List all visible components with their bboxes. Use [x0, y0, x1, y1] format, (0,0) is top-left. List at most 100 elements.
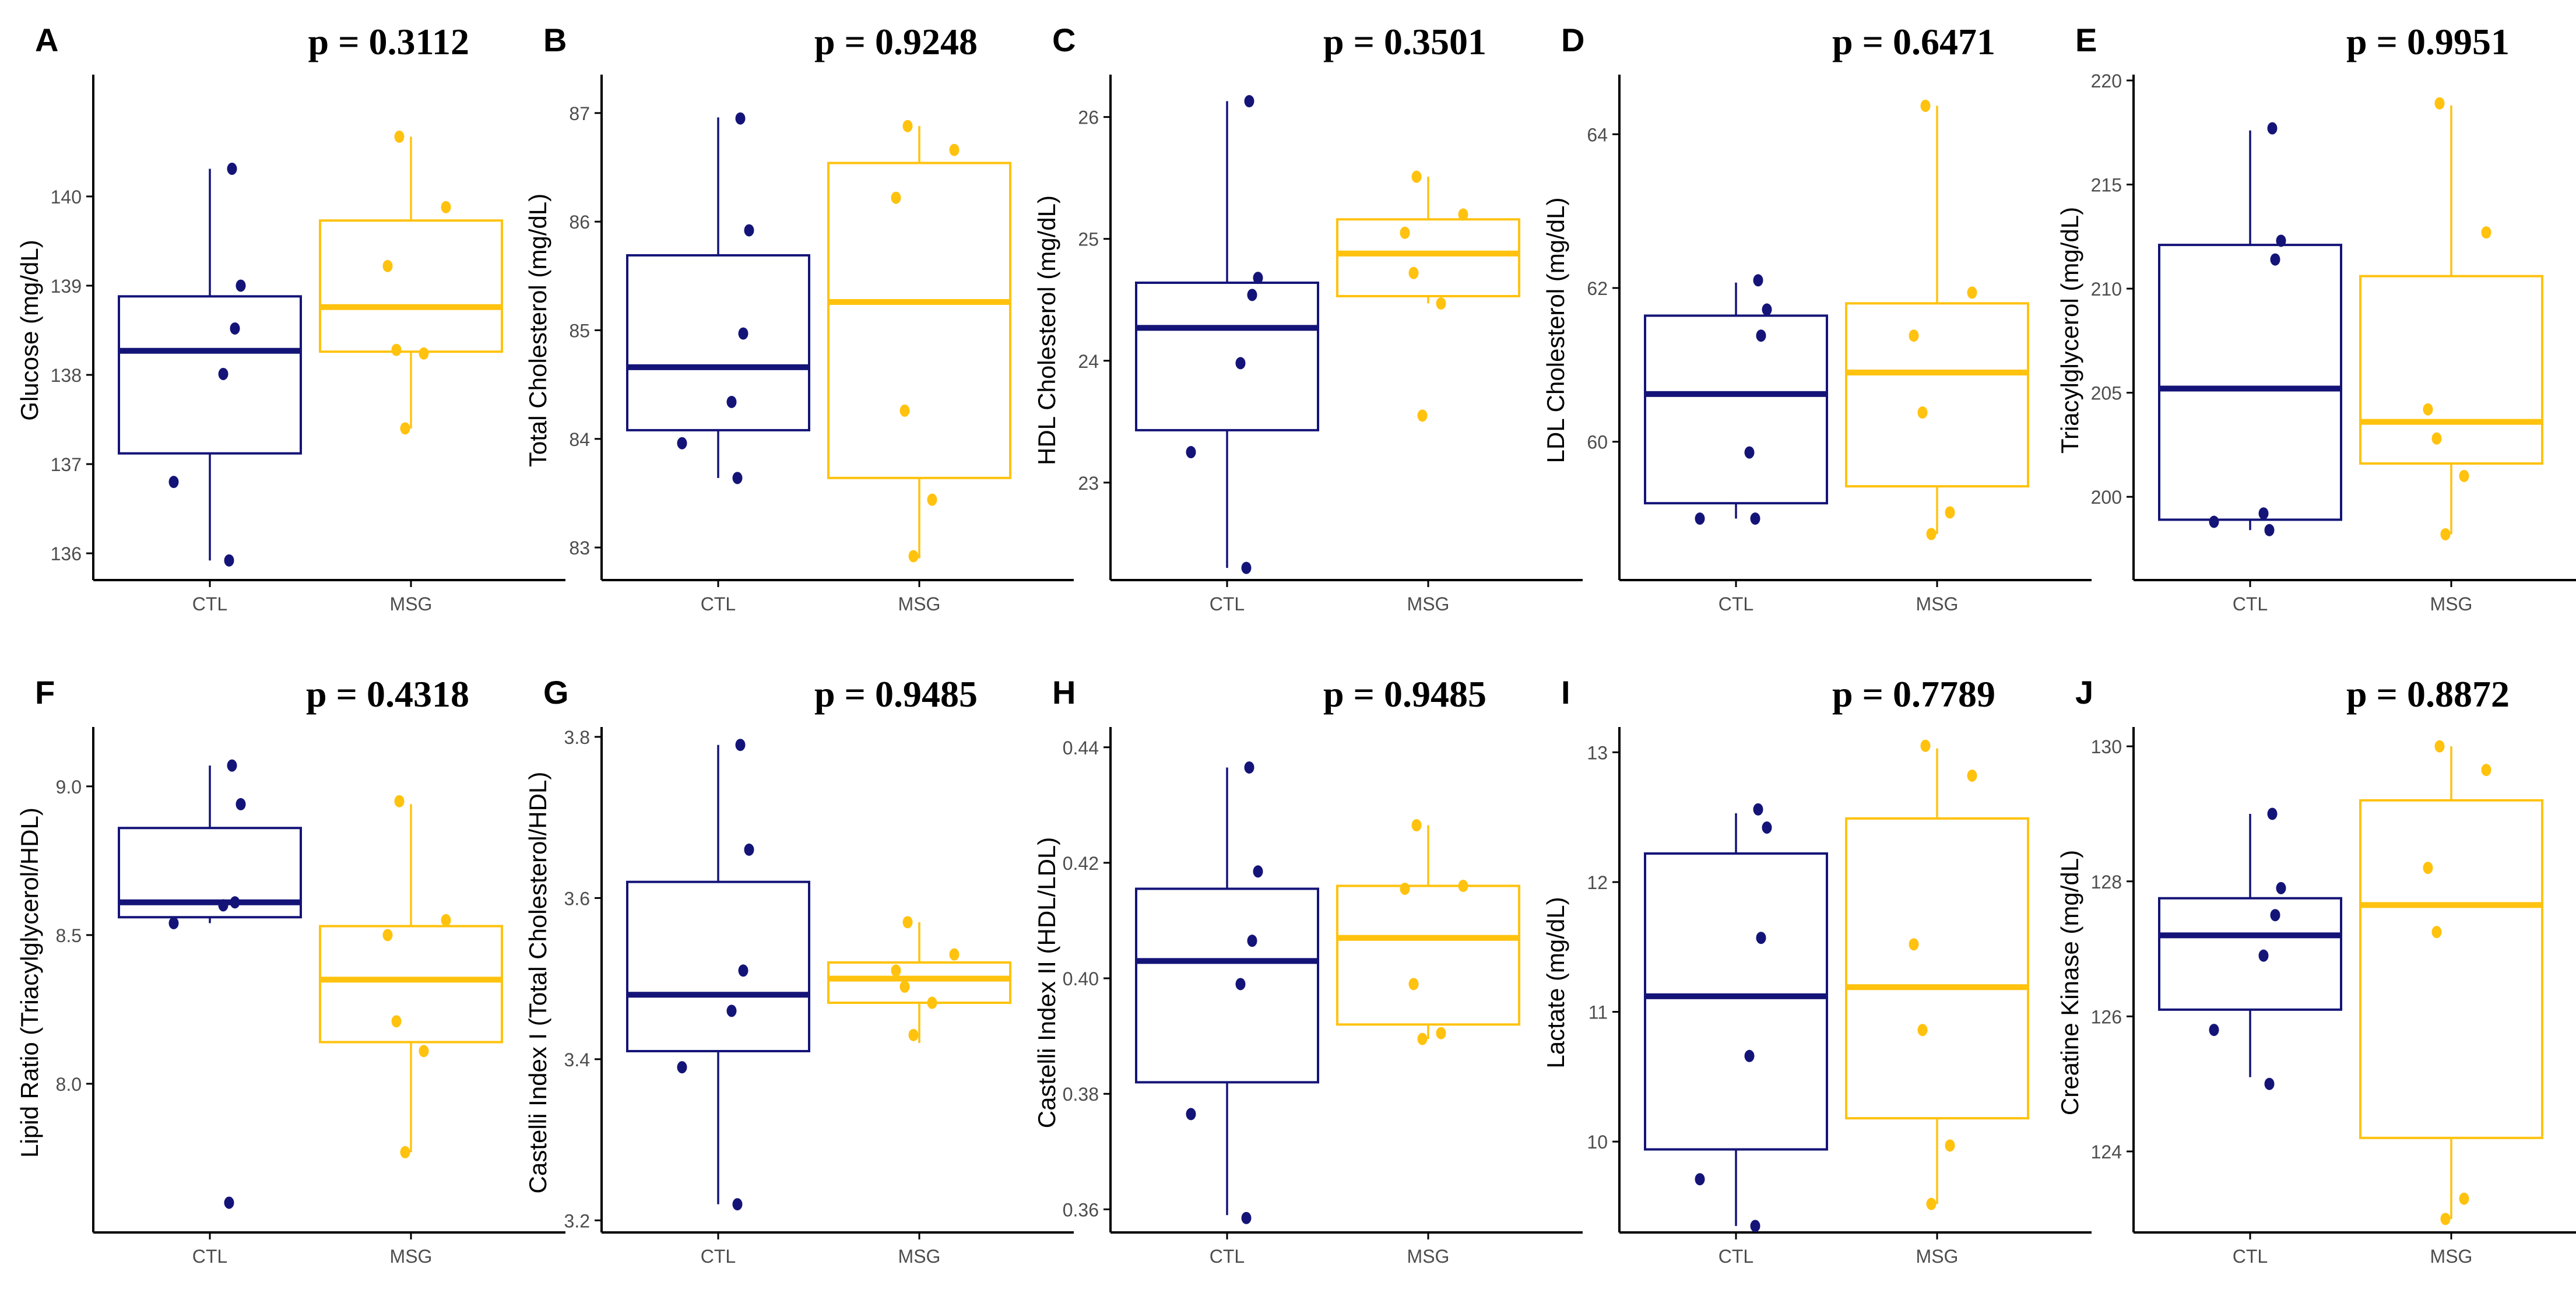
data-point-ctl	[1744, 446, 1755, 459]
y-tick-label: 200	[2091, 487, 2122, 508]
y-tick-label: 128	[2091, 872, 2122, 893]
y-tick-label: 10	[1587, 1132, 1608, 1153]
data-point-ctl	[677, 437, 687, 449]
data-point-msg	[949, 143, 960, 156]
data-point-msg	[1411, 819, 1422, 832]
data-point-ctl	[1244, 95, 1254, 108]
data-point-ctl	[1756, 329, 1766, 342]
data-point-msg	[400, 422, 410, 435]
data-point-ctl	[1695, 1173, 1705, 1186]
y-tick-label: 86	[569, 212, 590, 233]
box-msg	[319, 925, 503, 1044]
box-ctl	[1644, 314, 1828, 505]
data-point-msg	[2481, 764, 2491, 777]
y-axis-title: Creatine Kinase (mg/dL)	[2056, 850, 2083, 1115]
y-tick-label: 8.5	[56, 925, 82, 946]
data-point-ctl	[230, 896, 240, 909]
data-point-msg	[1967, 769, 1977, 782]
y-tick-label: 8.0	[56, 1074, 82, 1095]
box-msg	[1845, 817, 2029, 1120]
data-point-msg	[2423, 862, 2433, 874]
data-point-ctl	[2264, 524, 2275, 536]
data-point-ctl	[1241, 561, 1252, 574]
data-point-msg	[1917, 1024, 1928, 1037]
data-point-ctl	[1235, 978, 1246, 991]
data-point-msg	[1945, 1139, 1955, 1152]
data-point-ctl	[738, 327, 748, 340]
box-ctl	[2158, 244, 2342, 521]
y-tick-label: 210	[2091, 279, 2122, 300]
data-point-ctl	[2276, 234, 2286, 247]
data-point-ctl	[1186, 446, 1196, 459]
data-point-msg	[1458, 208, 1468, 221]
data-point-msg	[1408, 978, 1419, 991]
y-tick-label: 25	[1078, 229, 1099, 250]
data-point-msg	[2434, 740, 2445, 753]
y-tick-label: 24	[1078, 351, 1099, 372]
x-tick-label-msg: MSG	[898, 593, 941, 614]
data-point-msg	[2440, 1213, 2451, 1225]
box-ctl	[1135, 281, 1319, 431]
x-tick-label-ctl: CTL	[192, 1246, 227, 1267]
box-msg	[1336, 218, 1520, 297]
data-point-msg	[1458, 880, 1468, 893]
y-tick-label: 60	[1587, 432, 1608, 453]
y-axis-title: Glucose (mg/dL)	[16, 240, 43, 420]
data-point-ctl	[2267, 122, 2278, 135]
p-value-label: p = 0.9248	[814, 21, 978, 62]
data-point-msg	[1400, 883, 1410, 895]
y-tick-label: 0.36	[1063, 1199, 1099, 1220]
data-point-ctl	[218, 899, 229, 912]
y-tick-label: 12	[1587, 872, 1608, 893]
data-point-ctl	[735, 739, 746, 751]
data-point-ctl	[2270, 253, 2280, 266]
data-point-msg	[1920, 100, 1931, 113]
data-point-ctl	[1753, 274, 1763, 287]
p-value-label: p = 0.7789	[1832, 673, 1995, 715]
data-point-msg	[1400, 226, 1410, 239]
y-tick-label: 83	[569, 538, 590, 559]
data-point-ctl	[1762, 303, 1772, 316]
y-tick-label: 0.42	[1063, 853, 1099, 874]
panel-letter: I	[1561, 674, 1570, 711]
data-point-ctl	[1253, 865, 1263, 878]
data-point-msg	[902, 916, 913, 929]
x-tick-label-msg: MSG	[1407, 1246, 1450, 1267]
data-point-ctl	[230, 322, 240, 335]
y-tick-label: 137	[51, 454, 82, 475]
panel-letter: F	[35, 674, 55, 711]
panel-letter: A	[35, 22, 58, 58]
data-point-msg	[419, 1045, 429, 1058]
data-point-msg	[899, 404, 910, 417]
data-point-msg	[2423, 403, 2433, 416]
data-point-ctl	[732, 472, 743, 484]
data-point-msg	[419, 347, 429, 360]
box-msg	[827, 961, 1011, 1004]
box-msg	[827, 161, 1011, 479]
data-point-ctl	[735, 112, 746, 125]
box-msg	[319, 219, 503, 353]
data-point-msg	[2431, 432, 2442, 445]
p-value-label: p = 0.4318	[306, 673, 469, 715]
y-tick-label: 87	[569, 103, 590, 124]
y-tick-label: 215	[2091, 175, 2122, 196]
y-tick-label: 3.4	[564, 1049, 590, 1070]
data-point-msg	[902, 120, 913, 132]
x-tick-label-msg: MSG	[2430, 593, 2473, 614]
data-point-msg	[908, 550, 919, 563]
x-tick-label-msg: MSG	[390, 1246, 433, 1267]
data-point-msg	[908, 1028, 919, 1041]
data-point-ctl	[1186, 1108, 1196, 1121]
y-tick-label: 13	[1587, 742, 1608, 763]
data-point-msg	[382, 929, 393, 942]
data-point-ctl	[1750, 1220, 1760, 1232]
box-ctl	[2158, 897, 2342, 1011]
box-ctl	[626, 254, 810, 431]
data-point-ctl	[1244, 761, 1254, 774]
y-axis-title: Lactate (mg/dL)	[1542, 897, 1569, 1068]
